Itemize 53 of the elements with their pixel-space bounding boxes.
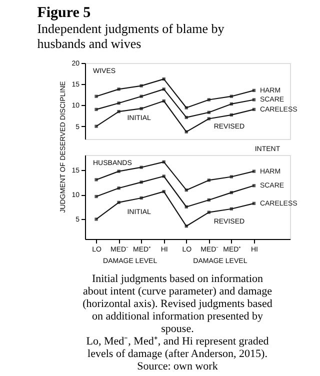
point: [140, 180, 143, 184]
point: [230, 175, 234, 178]
point: [94, 218, 98, 221]
point: [94, 94, 98, 98]
chart-subtitle: Independent judgments of blame by husbands and wives: [37, 21, 225, 51]
point: [184, 188, 188, 192]
point: [94, 124, 98, 128]
point: [207, 210, 210, 214]
point: [184, 116, 188, 120]
point: [230, 102, 234, 106]
point: [162, 77, 166, 81]
point: [207, 98, 210, 102]
point: [162, 88, 166, 91]
point: [162, 190, 166, 194]
point: [252, 98, 256, 102]
point: [117, 110, 120, 114]
point: [140, 107, 143, 110]
point: [140, 94, 143, 98]
point: [117, 200, 120, 204]
point: [117, 88, 120, 91]
point: [207, 178, 210, 182]
point: [94, 178, 98, 182]
point: [252, 170, 256, 173]
point: [207, 117, 210, 120]
point: [252, 202, 256, 206]
point: [252, 108, 256, 112]
point: [252, 184, 256, 188]
point: [184, 130, 188, 134]
chart-title: Figure 5: [37, 5, 91, 21]
point: [184, 106, 188, 110]
point: [140, 166, 143, 169]
point: [117, 186, 120, 190]
point: [184, 224, 188, 228]
text: Initial judgments based on information about intent (curve parameter) and damage (horizontal axis). Revised judgments based on additional information presented by spouse.: [82, 273, 273, 335]
point: [162, 160, 166, 164]
point: [162, 99, 166, 103]
point: [117, 102, 120, 105]
point: [184, 205, 188, 208]
point: [140, 196, 143, 200]
point: [94, 194, 98, 198]
point: [207, 110, 210, 114]
point: [207, 198, 210, 202]
point: [230, 94, 234, 98]
point: [162, 174, 166, 178]
point: [230, 113, 234, 117]
point: [230, 207, 234, 210]
source-note: Source: own work: [137, 360, 218, 372]
point: [94, 108, 98, 112]
point: [117, 170, 120, 173]
point: [140, 84, 143, 88]
point: [252, 88, 256, 92]
point: [230, 190, 234, 194]
text: Lo, Med⁻, Med⁺, and Hi represent graded levels of damage (after Anderson, 2015).: [86, 336, 270, 360]
